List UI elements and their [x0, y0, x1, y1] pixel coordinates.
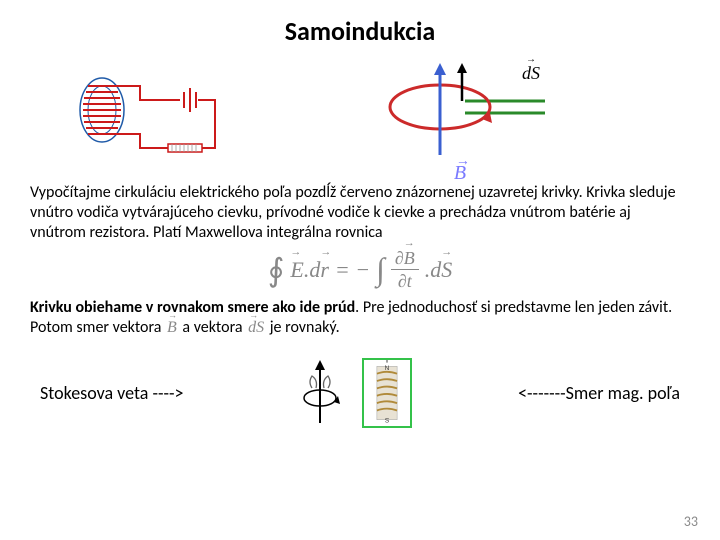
page-title: Samoindukcia	[30, 15, 690, 47]
paragraph-1: Vypočítajme cirkuláciu elektrického poľa…	[30, 183, 690, 243]
ds-label: →ddSS	[522, 63, 540, 84]
paragraph-2: Krivku obiehame v rovnakom smere ako ide…	[30, 298, 690, 338]
diagrams-row: →ddSS →B	[30, 57, 690, 167]
bottom-row: Stokesova veta ----> N S <	[30, 358, 690, 428]
page-number: 33	[684, 513, 698, 530]
b-vector-label: →B	[454, 162, 466, 185]
circuit-diagram	[70, 62, 250, 162]
bottom-figures: N S	[290, 358, 412, 428]
svg-text:N: N	[384, 365, 389, 372]
svg-text:S: S	[385, 417, 389, 424]
stokes-label: Stokesova veta ---->	[40, 382, 184, 404]
loop-diagram: →ddSS →B	[370, 57, 550, 167]
maxwell-equation: ∮ E.dr = − ∫ ∂B ∂t .dS	[30, 249, 690, 290]
field-direction-label: <-------Smer mag. poľa	[518, 382, 680, 404]
solenoid-icon: N S	[362, 358, 412, 428]
hand-rule-icon	[290, 358, 350, 428]
